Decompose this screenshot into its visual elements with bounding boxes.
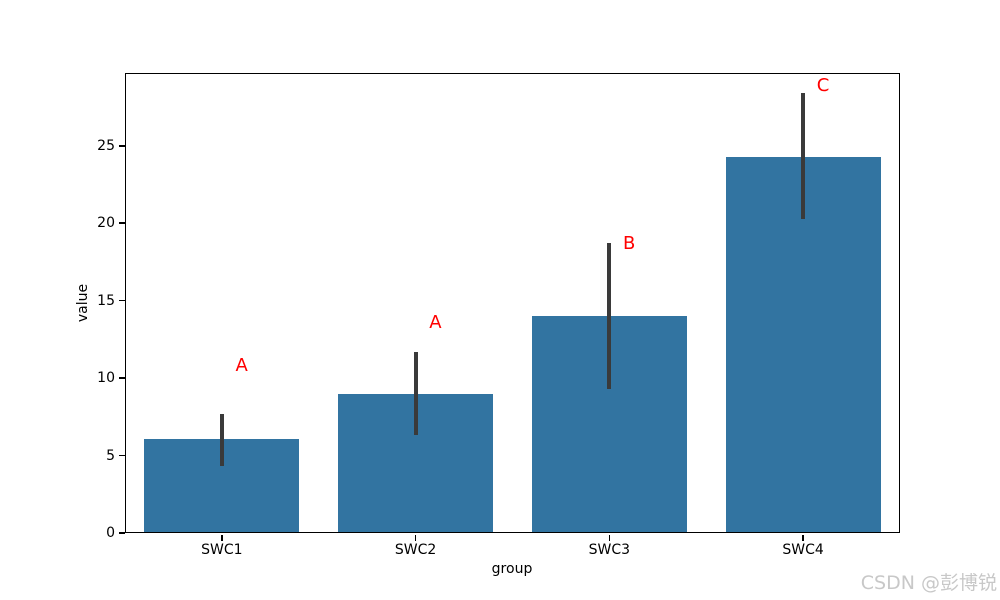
y-tick-label-10: 10 — [97, 370, 115, 387]
error-bar-SWC2 — [413, 351, 418, 436]
y-tick-label-5: 5 — [106, 447, 115, 464]
y-tick-mark-5 — [119, 454, 125, 457]
x-tick-label-SWC1: SWC1 — [201, 542, 243, 558]
y-tick-mark-25 — [119, 145, 125, 147]
plot-area — [125, 73, 900, 533]
x-tick-label-SWC3: SWC3 — [588, 542, 631, 558]
watermark: CSDN @彭博锐 — [860, 572, 997, 594]
significance-letter-SWC4: C — [816, 75, 830, 97]
x-axis-label: group — [491, 561, 533, 577]
x-tick-mark-SWC3 — [608, 534, 611, 541]
error-bar-SWC1 — [219, 413, 224, 467]
y-tick-label-20: 20 — [97, 215, 115, 232]
y-tick-mark-20 — [119, 222, 125, 224]
error-bar-SWC3 — [607, 243, 612, 389]
y-tick-label-15: 15 — [97, 292, 115, 309]
y-tick-mark-15 — [119, 299, 125, 302]
x-tick-mark-SWC1 — [221, 534, 223, 541]
bar-SWC4 — [725, 156, 881, 533]
y-tick-mark-0 — [119, 532, 125, 534]
x-tick-label-SWC4: SWC4 — [782, 542, 824, 558]
error-bar-SWC4 — [801, 93, 806, 219]
significance-letter-SWC1: A — [235, 355, 248, 377]
x-tick-label-SWC2: SWC2 — [394, 542, 437, 558]
y-tick-label-25: 25 — [97, 137, 115, 154]
y-tick-mark-10 — [119, 377, 125, 379]
y-tick-label-0: 0 — [106, 525, 115, 541]
significance-letter-SWC2: A — [429, 312, 442, 334]
x-tick-mark-SWC4 — [802, 534, 804, 541]
x-tick-mark-SWC2 — [414, 534, 417, 541]
significance-letter-SWC3: B — [622, 233, 636, 255]
